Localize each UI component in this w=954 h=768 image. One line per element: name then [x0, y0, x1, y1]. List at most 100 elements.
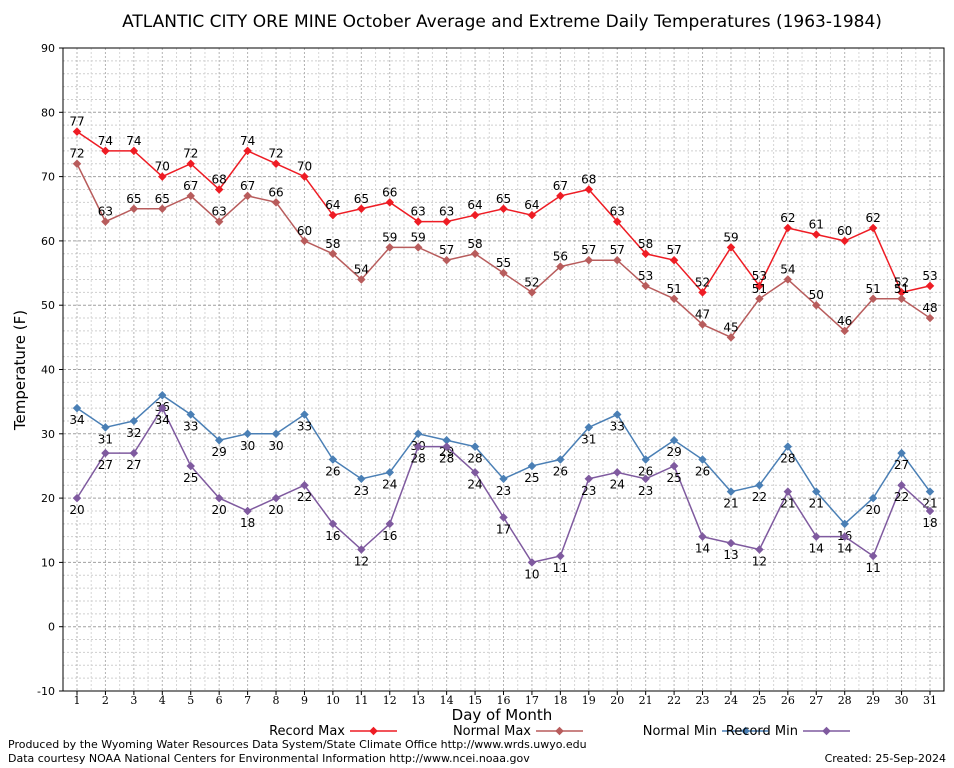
- normal-max-data-label: 55: [496, 256, 511, 270]
- normal-min-data-label: 27: [894, 458, 909, 472]
- y-tick-label: 20: [41, 492, 55, 505]
- record-min-point: [556, 551, 565, 561]
- normal-max-data-label: 51: [894, 282, 909, 296]
- normal-min-point: [925, 487, 935, 496]
- x-tick-label: 5: [187, 694, 194, 707]
- x-tick-label: 10: [326, 694, 340, 707]
- record-max-data-label: 67: [553, 179, 568, 193]
- record-min-data-label: 16: [382, 529, 397, 543]
- record-min-data-label: 14: [837, 542, 852, 556]
- y-tick-label: 80: [41, 106, 55, 119]
- normal-min-point: [442, 435, 451, 445]
- x-tick-label: 20: [610, 694, 624, 707]
- record-max-data-label: 77: [69, 115, 84, 129]
- normal-max-data-label: 50: [809, 288, 824, 302]
- x-tick-label: 4: [159, 694, 166, 707]
- normal-max-data-label: 67: [183, 179, 198, 193]
- record-min-data-label: 25: [666, 471, 681, 485]
- record-max-point: [470, 210, 480, 220]
- x-tick-label: 3: [130, 694, 137, 707]
- normal-max-data-label: 59: [382, 230, 397, 244]
- record-min-point: [868, 551, 878, 561]
- normal-max-data-label: 63: [98, 205, 113, 219]
- legend-marker-normal-max: [555, 726, 564, 736]
- normal-min-data-label: 25: [524, 471, 539, 485]
- normal-max-data-label: 57: [610, 243, 625, 257]
- record-max-data-label: 63: [411, 205, 426, 219]
- normal-min-point: [499, 474, 508, 484]
- record-max-point: [158, 172, 167, 181]
- normal-min-data-label: 31: [98, 432, 113, 446]
- x-tick-label: 1: [74, 694, 81, 707]
- record-max-point: [669, 255, 679, 265]
- record-min-data-label: 18: [240, 516, 255, 530]
- x-tick-label: 26: [781, 694, 795, 707]
- normal-max-data-label: 51: [752, 282, 767, 296]
- normal-max-point: [556, 262, 565, 271]
- y-tick-label: 70: [41, 171, 55, 184]
- record-max-data-label: 64: [325, 198, 340, 212]
- record-min-point: [755, 545, 764, 554]
- record-min-point: [243, 506, 252, 516]
- legend-marker-normal-min: [741, 726, 750, 736]
- normal-max-data-label: 72: [69, 147, 84, 161]
- record-min-point: [470, 468, 480, 477]
- y-tick-label: 0: [48, 621, 55, 634]
- x-tick-label: 19: [582, 694, 596, 707]
- x-tick-label: 6: [216, 694, 223, 707]
- normal-min-data-label: 33: [183, 420, 198, 434]
- y-tick-label: 10: [41, 556, 55, 569]
- record-max-data-label: 53: [922, 269, 937, 283]
- normal-min-data-label: 33: [297, 420, 312, 434]
- normal-min-point: [868, 493, 878, 503]
- normal-min-point: [357, 474, 366, 484]
- record-min-data-label: 23: [581, 484, 596, 498]
- normal-max-point: [925, 313, 935, 323]
- normal-min-data-label: 30: [240, 439, 255, 453]
- record-max-data-label: 57: [666, 243, 681, 257]
- record-min-data-label: 20: [212, 503, 227, 517]
- y-tick-label: 50: [41, 299, 55, 312]
- normal-min-point: [385, 468, 395, 477]
- normal-min-point: [413, 429, 423, 439]
- normal-max-data-label: 51: [865, 282, 880, 296]
- chart-title: ATLANTIC CITY ORE MINE October Average a…: [122, 12, 882, 32]
- normal-max-data-label: 51: [666, 282, 681, 296]
- record-max-point: [300, 172, 309, 181]
- normal-max-data-label: 57: [581, 243, 596, 257]
- legend: Record Max Normal Max Normal Min Record Min: [269, 724, 850, 739]
- record-max-point: [243, 146, 252, 156]
- record-max-data-label: 63: [439, 205, 454, 219]
- normal-min-point: [897, 448, 906, 458]
- normal-min-data-label: 32: [126, 426, 141, 440]
- normal-min-point: [812, 487, 821, 496]
- record-min-data-label: 14: [695, 542, 710, 556]
- record-max-data-label: 60: [837, 224, 852, 238]
- record-min-data-label: 14: [809, 542, 824, 556]
- record-max-data-label: 66: [382, 185, 397, 199]
- x-tick-label: 16: [497, 694, 511, 707]
- normal-min-point: [840, 519, 849, 529]
- normal-min-point: [243, 429, 252, 439]
- record-min-data-label: 10: [524, 567, 539, 581]
- normal-min-point: [271, 429, 281, 439]
- normal-min-data-label: 26: [553, 465, 568, 479]
- record-min-data-label: 13: [723, 548, 738, 562]
- normal-max-point: [129, 204, 139, 213]
- normal-min-data-label: 26: [325, 465, 340, 479]
- x-tick-label: 27: [809, 694, 823, 707]
- record-min-point: [726, 538, 736, 548]
- record-max-data-label: 65: [354, 192, 369, 206]
- record-min-data-label: 34: [155, 413, 170, 427]
- record-min-point: [499, 513, 508, 522]
- record-max-point: [897, 288, 906, 297]
- record-min-point: [783, 487, 793, 496]
- record-min-data-label: 21: [780, 497, 795, 511]
- record-min-data-label: 20: [69, 503, 84, 517]
- record-min-point: [612, 468, 622, 477]
- x-tick-label: 24: [724, 694, 738, 707]
- record-max-data-label: 68: [212, 172, 227, 186]
- normal-max-data-label: 67: [240, 179, 255, 193]
- record-min-point: [698, 532, 707, 541]
- normal-max-point: [812, 300, 821, 310]
